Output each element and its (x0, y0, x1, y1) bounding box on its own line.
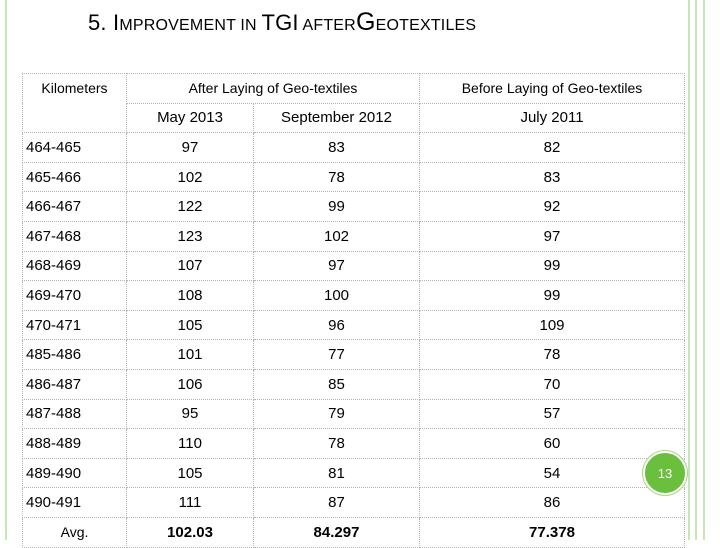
km-range-cell: 470-471 (22, 309, 127, 341)
tgi-value-cell: 92 (419, 191, 685, 222)
km-range-cell: 489-490 (22, 457, 127, 489)
table-row: 469-470 108 100 99 (22, 280, 685, 311)
slide-frame-right (695, 0, 697, 540)
tgi-value-cell: 96 (253, 309, 420, 341)
tgi-value-cell: 108 (126, 280, 254, 311)
slide-title: 5. IMPROVEMENT IN TGI AFTERGEOTEXTILES (88, 8, 477, 36)
tgi-value-cell: 87 (253, 487, 420, 518)
tgi-value-cell: 105 (126, 457, 254, 489)
table-row: 486-487 106 85 70 (22, 368, 685, 400)
km-range-cell: 488-489 (22, 428, 127, 459)
page-number: 13 (657, 465, 673, 481)
tgi-value-cell: 102 (126, 161, 254, 193)
average-value-cell: 102.03 (126, 516, 254, 548)
tgi-value-cell: 100 (253, 280, 420, 311)
table-date-row: May 2013 September 2012 July 2011 (23, 102, 685, 134)
tgi-value-cell: 82 (419, 132, 685, 163)
tgi-value-cell: 97 (253, 250, 420, 282)
table-row: 468-469 107 97 99 (22, 250, 685, 282)
table-row: 470-471 105 96 109 (22, 309, 685, 341)
tgi-value-cell: 57 (419, 398, 685, 430)
km-range-cell: 466-467 (22, 191, 127, 222)
kilometers-header: Kilometers (22, 72, 127, 134)
km-range-cell: 487-488 (22, 398, 127, 430)
table-row: 464-465 97 83 82 (22, 132, 685, 163)
slide-frame-right (703, 0, 705, 540)
tgi-value-cell: 78 (419, 339, 685, 370)
tgi-value-cell: 106 (126, 368, 254, 400)
tgi-table: Kilometers After Laying of Geo-textiles … (22, 72, 685, 548)
km-range-cell: 468-469 (22, 250, 127, 282)
table-row: 485-486 101 77 78 (22, 339, 685, 370)
tgi-value-cell: 85 (253, 368, 420, 400)
before-laying-header: Before Laying of Geo-textiles (419, 73, 685, 104)
after-laying-header: After Laying of Geo-textiles (126, 73, 420, 104)
tgi-value-cell: 102 (253, 220, 420, 252)
date-header: May 2013 (126, 102, 254, 134)
tgi-value-cell: 83 (419, 161, 685, 193)
tgi-value-cell: 86 (419, 487, 685, 518)
tgi-value-cell: 97 (126, 132, 254, 163)
km-range-cell: 464-465 (22, 132, 127, 163)
tgi-value-cell: 78 (253, 161, 420, 193)
table-row: 488-489 110 78 60 (22, 428, 685, 459)
table-row: 490-491 111 87 86 (22, 487, 685, 518)
tgi-value-cell: 105 (126, 309, 254, 341)
km-range-cell: 486-487 (22, 368, 127, 400)
average-value-cell: 84.297 (253, 516, 420, 548)
table-row: 489-490 105 81 54 (22, 457, 685, 489)
tgi-value-cell: 83 (253, 132, 420, 163)
tgi-value-cell: 95 (126, 398, 254, 430)
tgi-value-cell: 123 (126, 220, 254, 252)
tgi-value-cell: 122 (126, 191, 254, 222)
km-range-cell: 469-470 (22, 280, 127, 311)
tgi-value-cell: 70 (419, 368, 685, 400)
km-range-cell: 485-486 (22, 339, 127, 370)
tgi-value-cell: 99 (419, 250, 685, 282)
table-row: 487-488 95 79 57 (22, 398, 685, 430)
tgi-value-cell: 60 (419, 428, 685, 459)
tgi-value-cell: 109 (419, 309, 685, 341)
tgi-value-cell: 99 (253, 191, 420, 222)
tgi-value-cell: 101 (126, 339, 254, 370)
date-header: September 2012 (253, 102, 420, 134)
tgi-value-cell: 54 (419, 457, 685, 489)
km-range-cell: 467-468 (22, 220, 127, 252)
average-value-cell: 77.378 (419, 516, 685, 548)
date-header: July 2011 (419, 102, 685, 134)
tgi-value-cell: 78 (253, 428, 420, 459)
tgi-value-cell: 111 (126, 487, 254, 518)
km-range-cell: 490-491 (22, 487, 127, 518)
slide-frame-right (688, 0, 690, 540)
average-row: Avg. 102.03 84.297 77.378 (22, 516, 685, 548)
tgi-value-cell: 99 (419, 280, 685, 311)
table-row: 466-467 122 99 92 (22, 191, 685, 222)
average-label: Avg. (22, 516, 127, 548)
tgi-value-cell: 77 (253, 339, 420, 370)
tgi-value-cell: 97 (419, 220, 685, 252)
page-number-badge: 13 (643, 451, 687, 495)
km-range-cell: 465-466 (22, 161, 127, 193)
tgi-value-cell: 79 (253, 398, 420, 430)
tgi-value-cell: 107 (126, 250, 254, 282)
slide-frame-left (5, 0, 7, 540)
table-row: 465-466 102 78 83 (22, 161, 685, 193)
table-row: 467-468 123 102 97 (22, 220, 685, 252)
tgi-value-cell: 110 (126, 428, 254, 459)
tgi-value-cell: 81 (253, 457, 420, 489)
table-header-row: Kilometers After Laying of Geo-textiles … (22, 72, 685, 134)
